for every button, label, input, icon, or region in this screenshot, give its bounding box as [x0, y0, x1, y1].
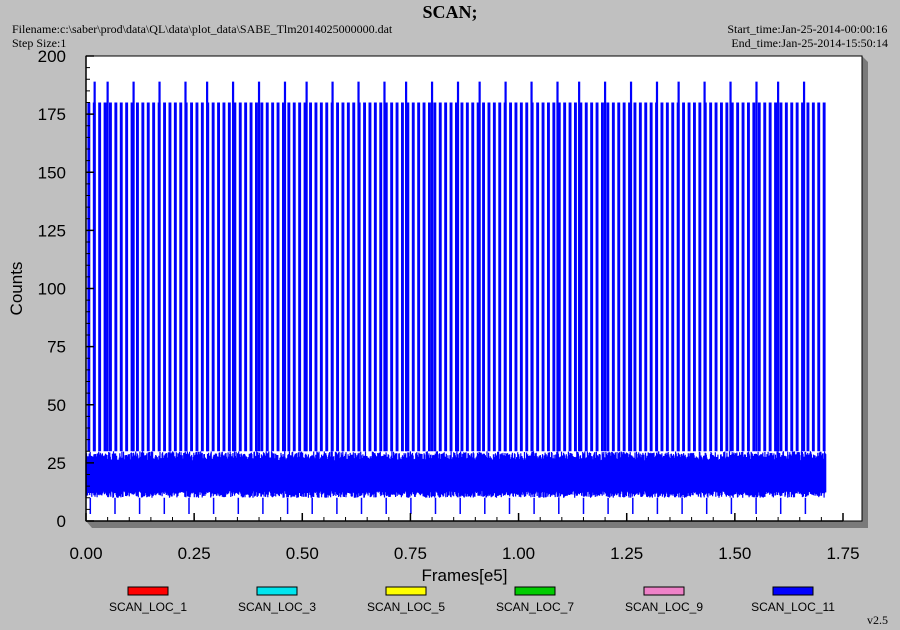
legend: SCAN_LOC_1 SCAN_LOC_3 SCAN_LOC_5 SCAN_LOC_7…: [109, 586, 835, 614]
end-time-label: End_time:Jan-25-2014-15:50:14: [731, 36, 888, 50]
legend-label: SCAN_LOC_3: [238, 600, 316, 614]
series-dips-scan-loc-11: [89, 497, 807, 514]
y-tick-label: 100: [38, 280, 66, 299]
y-tick-label: 25: [47, 454, 66, 473]
y-tick-label: 75: [47, 338, 66, 357]
legend-label: SCAN_LOC_11: [751, 600, 835, 614]
x-tick-label: 0.25: [178, 544, 211, 563]
legend-label: SCAN_LOC_1: [109, 600, 187, 614]
y-axis-label: Counts: [7, 262, 26, 316]
y-tick-label: 50: [47, 396, 66, 415]
legend-label: SCAN_LOC_7: [496, 600, 574, 614]
x-tick-label: 1.75: [826, 544, 859, 563]
time-info: Start_time:Jan-25-2014-00:00:16 End_time…: [727, 22, 888, 50]
legend-label: SCAN_LOC_5: [367, 600, 445, 614]
file-info: Filename:c:\saber\prod\data\QL\data\plot…: [12, 22, 392, 50]
x-tick-label: 0.75: [394, 544, 427, 563]
x-tick-label: 0.00: [69, 544, 102, 563]
y-tick-label: 200: [38, 47, 66, 66]
x-axis-label: Frames[e5]: [422, 566, 508, 585]
legend-swatch: [772, 586, 814, 596]
axes-layer: 0 25 50 75 100 125 150 175 200 0.00 0.25 0.50 0.75 1.…: [7, 47, 860, 585]
series-layer: [85, 81, 827, 514]
y-tick-label: 175: [38, 105, 66, 124]
y-tick-label: 150: [38, 163, 66, 182]
legend-swatch: [385, 586, 427, 596]
version-label: v2.5: [867, 613, 888, 627]
x-tick-label: 0.50: [286, 544, 319, 563]
y-tick-label: 125: [38, 221, 66, 240]
step-size-label: Step Size:1: [12, 36, 67, 50]
x-tick-label: 1.50: [718, 544, 751, 563]
y-tick-label: 0: [57, 512, 66, 531]
legend-swatch: [514, 586, 556, 596]
legend-swatch: [127, 586, 169, 596]
chart-title: SCAN;: [422, 2, 478, 22]
x-tick-label: 1.25: [610, 544, 643, 563]
start-time-label: Start_time:Jan-25-2014-00:00:16: [727, 22, 888, 36]
x-tick-label: 1.00: [502, 544, 535, 563]
filename-label: Filename:c:\saber\prod\data\QL\data\plot…: [12, 22, 393, 36]
legend-swatch: [256, 586, 298, 596]
legend-swatch: [643, 586, 685, 596]
legend-label: SCAN_LOC_9: [625, 600, 703, 614]
series-line-scan-loc-11: [85, 451, 827, 498]
